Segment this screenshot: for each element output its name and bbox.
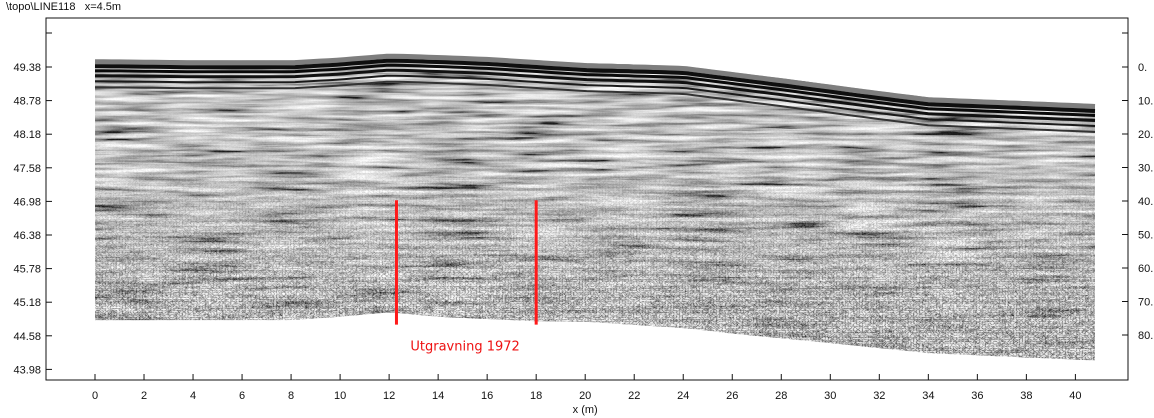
right-tick-label: 30. <box>1138 163 1153 175</box>
x-tick-label: 18 <box>530 390 542 402</box>
profile-path: \topo\LINE118 <box>6 1 76 13</box>
excavation-annotation: Utgravning 1972 <box>410 339 519 354</box>
x-tick-label: 36 <box>971 390 983 402</box>
x-tick-label: 30 <box>824 390 836 402</box>
left-tick-label: 43.98 <box>13 364 41 376</box>
right-tick-label: 10. <box>1138 96 1153 108</box>
surface-band-1 <box>94 58 1096 113</box>
left-tick-label: 49.38 <box>13 62 41 74</box>
x-tick-label: 28 <box>775 390 787 402</box>
x-tick-label: 26 <box>726 390 738 402</box>
x-tick-label: 10 <box>334 390 346 402</box>
x-tick-label: 6 <box>239 390 245 402</box>
right-tick-label: 60. <box>1138 263 1153 275</box>
excavation-markers <box>394 200 538 325</box>
surface-band-4 <box>94 74 1096 127</box>
left-tick-label: 46.98 <box>13 196 41 208</box>
surface-reflection-bands <box>94 53 1096 133</box>
x-tick-label: 32 <box>873 390 885 402</box>
left-tick-label: 46.38 <box>13 230 41 242</box>
right-tick-label: 40. <box>1138 196 1153 208</box>
cursor-position: x=4.5m <box>84 1 122 13</box>
left-tick-label: 45.78 <box>13 264 41 276</box>
x-tick-label: 16 <box>481 390 493 402</box>
x-tick-label: 20 <box>579 390 591 402</box>
surface-band-0 <box>94 53 1096 109</box>
x-tick-label: 22 <box>628 390 640 402</box>
x-axis: 0 2 4 6 8 10 12 14 16 18 20 22 24 26 28 30 32 34 36 38 40 <box>92 374 1082 402</box>
left-tick-label: 47.58 <box>13 163 41 175</box>
x-tick-label: 12 <box>383 390 395 402</box>
x-tick-label: 24 <box>677 390 689 402</box>
x-tick-label: 2 <box>141 390 147 402</box>
x-tick-label: 8 <box>288 390 294 402</box>
right-tick-label: 50. <box>1138 230 1153 242</box>
left-tick-label: 45.18 <box>13 297 41 309</box>
right-tick-label: 0. <box>1138 62 1147 74</box>
surface-band-3 <box>94 68 1096 122</box>
x-tick-label: 38 <box>1020 390 1032 402</box>
left-tick-label: 44.58 <box>13 331 41 343</box>
left-tick-label: 48.78 <box>13 96 41 108</box>
right-depth-axis: 0. 10. 20. 30. 40. 50. 60. 70. 80. <box>1122 32 1153 342</box>
surface-band-2 <box>94 63 1096 117</box>
chart-header: \topo\LINE118 x=4.5m <box>6 1 121 13</box>
right-tick-label: 70. <box>1138 297 1153 309</box>
x-tick-label: 4 <box>190 390 196 402</box>
right-tick-label: 20. <box>1138 129 1153 141</box>
left-elevation-axis: 49.38 48.78 48.18 47.58 46.98 46.38 45.78 45.18… <box>13 32 52 376</box>
x-tick-label: 14 <box>432 390 444 402</box>
left-tick-label: 48.18 <box>13 129 41 141</box>
right-tick-label: 80. <box>1138 330 1153 342</box>
x-tick-label: 34 <box>922 390 934 402</box>
x-tick-label: 40 <box>1069 390 1081 402</box>
surface-band-5 <box>94 80 1096 133</box>
x-axis-label: x (m) <box>573 404 598 416</box>
x-tick-label: 0 <box>92 390 98 402</box>
